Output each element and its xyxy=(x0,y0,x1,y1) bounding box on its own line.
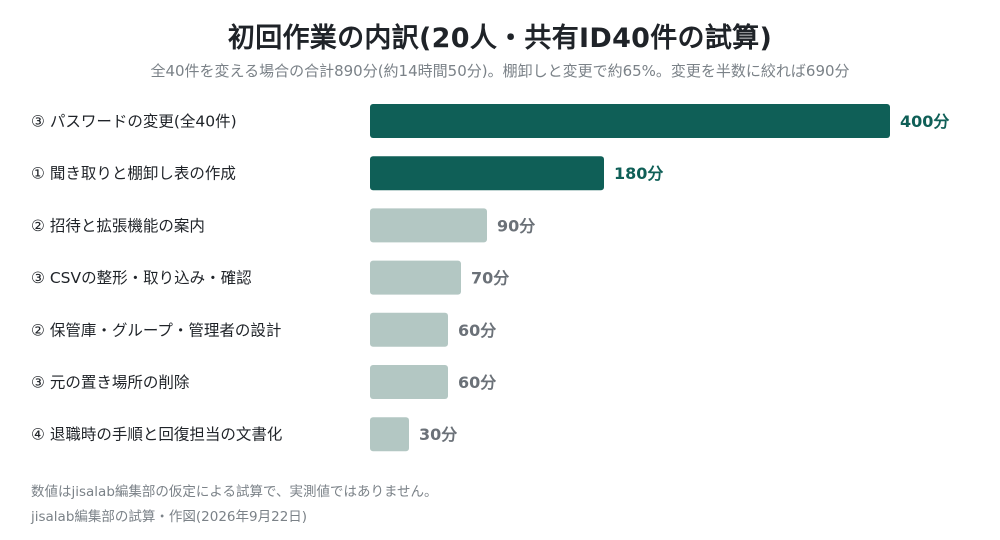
category-label: ② 保管庫・グループ・管理者の設計 xyxy=(31,321,281,339)
bar xyxy=(370,260,461,295)
bar xyxy=(370,104,890,138)
category-label: ③ CSVの整形・取り込み・確認 xyxy=(31,269,252,287)
source-note: jisalab編集部の試算・作図(2026年9月22日) xyxy=(31,509,308,525)
category-label: ③ 元の置き場所の削除 xyxy=(31,374,190,392)
category-label: ① 聞き取りと棚卸し表の作成 xyxy=(31,165,236,183)
category-label: ③ パスワードの変更(全40件) xyxy=(31,113,237,131)
value-label: 30分 xyxy=(419,425,457,444)
category-label: ② 招待と拡張機能の案内 xyxy=(31,217,205,235)
bar xyxy=(370,156,604,191)
value-label: 60分 xyxy=(458,373,496,392)
bar xyxy=(370,312,448,347)
bar xyxy=(370,365,448,399)
value-label: 60分 xyxy=(458,321,496,340)
bars-group: ③ パスワードの変更(全40件) 400分 ① 聞き取りと棚卸し表の作成 180分 ② … xyxy=(31,104,949,452)
bar xyxy=(370,417,409,452)
category-label: ④ 退職時の手順と回復担当の文書化 xyxy=(31,426,282,444)
value-label: 180分 xyxy=(614,164,663,183)
value-label: 400分 xyxy=(900,112,949,131)
disclaimer-note: 数値はjisalab編集部の仮定による試算で、実測値ではありません。 xyxy=(31,484,438,500)
chart-title: 初回作業の内訳(20人・共有ID40件の試算) xyxy=(227,23,773,54)
value-label: 70分 xyxy=(471,269,509,288)
value-label: 90分 xyxy=(497,216,535,235)
chart-subtitle: 全40件を変える場合の合計890分(約14時間50分)。棚卸しと変更で約65%。… xyxy=(150,62,850,80)
bar xyxy=(370,208,487,243)
